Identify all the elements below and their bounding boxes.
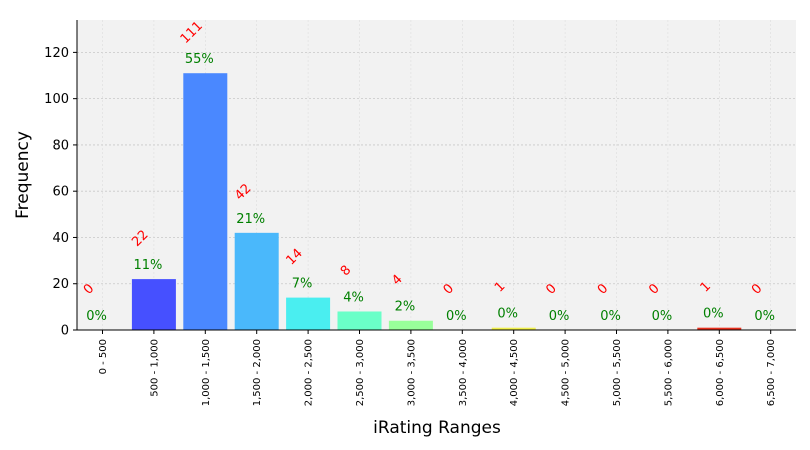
y-tick-label: 0 (61, 324, 69, 339)
x-tick-label: 500 - 1,000 (149, 339, 160, 397)
y-tick-label: 20 (52, 277, 69, 292)
x-tick-label: 2,500 - 3,000 (355, 339, 366, 406)
x-tick-label: 6,000 - 6,500 (715, 339, 726, 406)
y-axis-ticks: 0 20 40 60 80 100 120 (44, 46, 77, 339)
x-tick-label: 3,500 - 4,000 (458, 339, 469, 406)
x-axis-title: iRating Ranges (373, 418, 501, 438)
percent-label: 0% (600, 309, 621, 324)
y-tick-label: 40 (52, 231, 69, 246)
y-axis-title: Frequency (13, 131, 33, 219)
percent-label: 0% (86, 309, 107, 324)
percent-label: 55% (185, 52, 214, 67)
bar-4-000-4-500 (491, 327, 536, 330)
percent-label: 4% (343, 290, 364, 305)
x-tick-label: 4,500 - 5,000 (561, 339, 572, 406)
bar-2-500-3-000 (337, 311, 382, 330)
percent-label: 7% (292, 277, 313, 292)
percent-label: 21% (236, 212, 265, 227)
x-tick-label: 1,000 - 1,500 (201, 339, 212, 406)
percent-label: 0% (549, 309, 570, 324)
y-tick-label: 100 (44, 92, 69, 107)
percent-label: 0% (446, 309, 467, 324)
y-tick-label: 60 (52, 185, 69, 200)
y-tick-label: 80 (52, 138, 69, 153)
x-tick-label: 6,500 - 7,000 (766, 339, 777, 406)
x-tick-label: 5,500 - 6,000 (663, 339, 674, 406)
bar-6-000-6-500 (697, 327, 742, 330)
x-tick-label: 3,000 - 3,500 (406, 339, 417, 406)
percent-label: 0% (652, 309, 673, 324)
bar-3-000-3-500 (388, 320, 433, 330)
percent-label: 0% (497, 307, 518, 322)
x-tick-label: 2,000 - 2,500 (304, 339, 315, 406)
y-tick-label: 120 (44, 46, 69, 61)
percent-label: 0% (703, 307, 724, 322)
x-tick-label: 1,500 - 2,000 (252, 339, 263, 406)
bar-1-000-1-500 (183, 73, 228, 330)
bar-2-000-2-500 (286, 297, 331, 330)
bars (131, 73, 742, 330)
bar-1-500-2-000 (234, 232, 279, 330)
x-tick-label: 5,000 - 5,500 (612, 339, 623, 406)
x-axis-ticks: 0 - 500 500 - 1,000 1,000 - 1,500 1,500 - 2… (98, 330, 777, 406)
percent-label: 2% (395, 300, 416, 315)
percent-label: 11% (133, 258, 162, 273)
bar-500-1-000 (131, 279, 176, 330)
percent-label: 0% (754, 309, 775, 324)
x-tick-label: 4,000 - 4,500 (509, 339, 520, 406)
x-tick-label: 0 - 500 (98, 339, 109, 374)
